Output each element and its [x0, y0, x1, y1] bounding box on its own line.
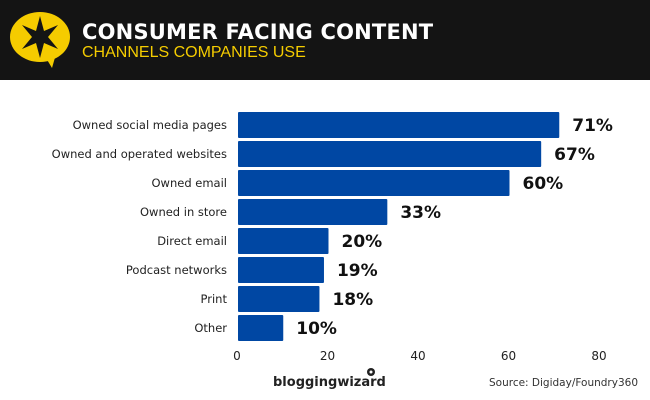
category-label: Owned in store — [140, 205, 227, 219]
category-label: Owned and operated websites — [52, 147, 227, 161]
category-label: Podcast networks — [126, 263, 227, 277]
x-tick-label: 20 — [320, 349, 335, 363]
chart-title: CONSUMER FACING CONTENT — [82, 20, 434, 44]
bar-chart: Owned social media pages 71% Owned and ope… — [52, 112, 613, 363]
bar — [238, 228, 329, 254]
x-tick-label: 80 — [591, 349, 606, 363]
category-label: Direct email — [157, 234, 227, 248]
category-label: Print — [201, 292, 228, 306]
speech-bubble-star-icon — [10, 12, 70, 68]
value-label: 10% — [296, 319, 337, 339]
value-label: 71% — [572, 116, 613, 136]
bar — [238, 315, 284, 341]
category-label: Other — [194, 321, 227, 335]
bar — [238, 199, 388, 225]
category-label: Owned email — [152, 176, 228, 190]
chart-subtitle: CHANNELS COMPANIES USE — [82, 44, 306, 61]
brand-bubble-icon — [367, 368, 375, 376]
value-label: 60% — [523, 174, 564, 194]
x-tick-label: 0 — [233, 349, 241, 363]
value-label: 18% — [332, 290, 373, 310]
value-label: 33% — [400, 203, 441, 223]
value-label: 67% — [554, 145, 595, 165]
category-label: Owned social media pages — [73, 118, 227, 132]
value-label: 20% — [342, 232, 383, 252]
bar — [238, 257, 324, 283]
source-note: Source: Digiday/Foundry360 — [488, 377, 638, 389]
x-tick-label: 40 — [410, 349, 425, 363]
header: CONSUMER FACING CONTENT CHANNELS COMPANI… — [0, 0, 650, 80]
value-label: 19% — [337, 261, 378, 281]
x-tick-label: 60 — [501, 349, 516, 363]
bar — [238, 170, 510, 196]
bar — [238, 141, 542, 167]
bar — [238, 112, 560, 138]
brand-logo: bloggingwizard — [273, 375, 386, 390]
bar — [238, 286, 320, 312]
